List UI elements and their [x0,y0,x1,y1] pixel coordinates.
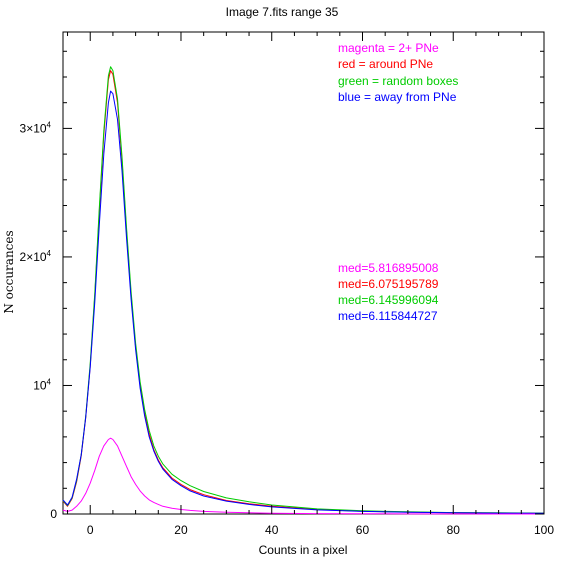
y-axis-label: N occurances [2,230,16,313]
tick-layer: 0 20 40 60 80 100 0 104 2×104 3×104 [20,32,554,537]
chart-title: Image 7.fits range 35 [226,5,339,19]
median-annotations: med=5.816895008 med=6.075195789 med=6.14… [338,261,439,323]
y-tick-label-2: 2×104 [20,249,52,264]
legend-entry-3: green = random boxes [338,74,458,88]
legend-entry-2: red = around PNe [338,57,433,71]
y-tick-label-3: 3×104 [20,120,52,135]
legend-entry-4: blue = away from PNe [338,90,457,104]
y-tick-label-0: 0 [50,507,57,521]
x-tick-label-3: 60 [356,523,370,537]
plot-area: 0 20 40 60 80 100 0 104 2×104 3×104 [20,31,554,537]
x-tick-label-0: 0 [87,523,94,537]
legend-entry-1: magenta = 2+ PNe [338,41,439,55]
plot-frame [62,31,545,515]
series-layer [62,66,545,515]
series-line-blue [62,90,545,514]
x-tick-label-1: 20 [174,523,188,537]
median-label-4: med=6.115844727 [338,309,438,323]
x-tick-label-2: 40 [265,523,279,537]
series-line-red [62,70,545,514]
y-tick-label-1: 104 [33,377,51,392]
median-label-1: med=5.816895008 [338,261,439,275]
legend: magenta = 2+ PNe red = around PNe green … [338,41,458,104]
x-tick-label-4: 80 [447,523,461,537]
x-axis-label: Counts in a pixel [259,543,348,557]
series-line-green [62,66,545,514]
median-label-2: med=6.075195789 [338,277,439,291]
series-line-magenta [62,437,544,515]
x-tick-label-5: 100 [534,523,554,537]
median-label-3: med=6.145996094 [338,293,439,307]
